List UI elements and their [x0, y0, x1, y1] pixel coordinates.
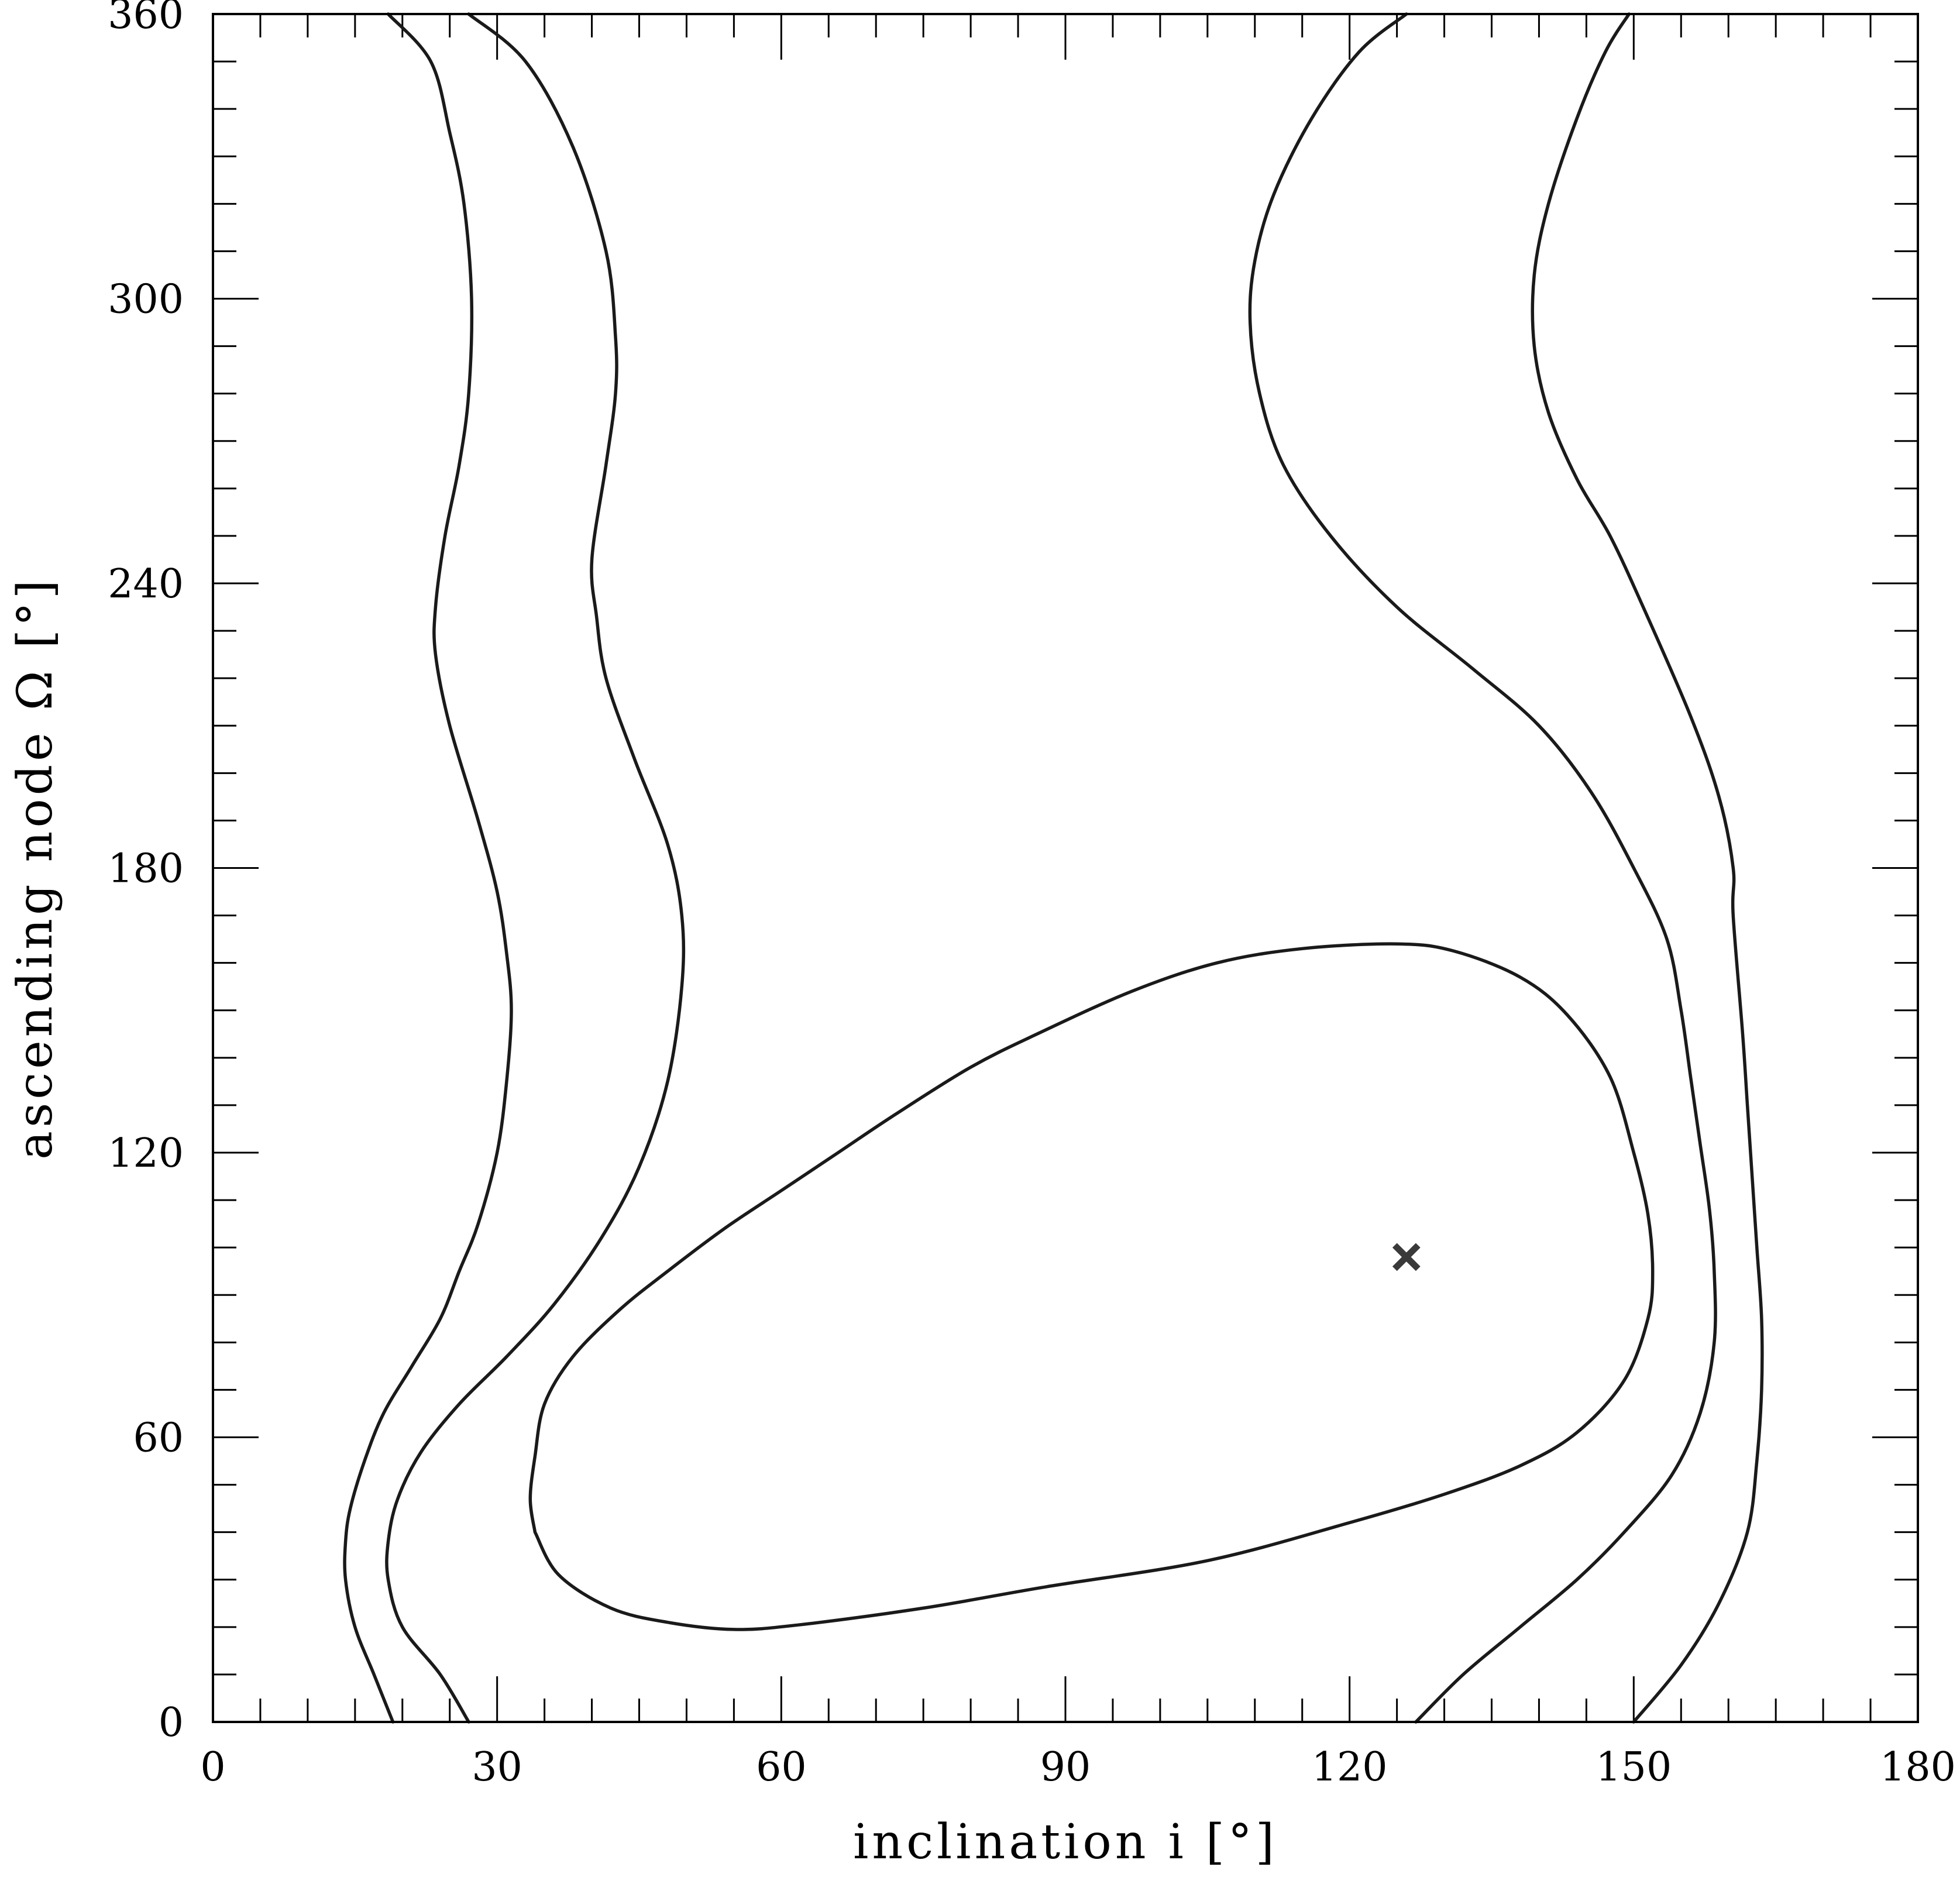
- y-tick-label: 360: [108, 0, 184, 38]
- y-tick-label: 0: [159, 1700, 184, 1746]
- axis-ticks: [212, 13, 1919, 1723]
- x-tick-label: 60: [756, 1744, 807, 1790]
- contour-line-4: [1531, 12, 1764, 1724]
- best-fit-marker: [1392, 1243, 1421, 1271]
- contour-line-2: [385, 12, 686, 1724]
- contour-line-5: [528, 942, 1655, 1631]
- y-tick-label: 240: [108, 561, 184, 607]
- y-tick-label: 60: [133, 1415, 184, 1462]
- x-tick-label: 0: [200, 1744, 225, 1790]
- y-axis-title: ascending node Ω [°]: [8, 576, 63, 1160]
- best-fit-marker-stroke: [1392, 1243, 1421, 1271]
- tick-labels: 0 30 60 90 120 150 180 0 60 120 180 240 300 360: [108, 0, 1956, 1790]
- y-tick-label: 180: [108, 846, 184, 892]
- x-axis-title: inclination i [°]: [853, 1814, 1278, 1870]
- plot-frame: [212, 13, 1919, 1723]
- y-tick-label: 120: [108, 1130, 184, 1177]
- x-tick-label: 180: [1880, 1744, 1956, 1790]
- x-tick-label: 120: [1312, 1744, 1388, 1790]
- x-tick-label: 150: [1595, 1744, 1672, 1790]
- contour-line-3: [1248, 12, 1717, 1724]
- x-tick-label: 30: [472, 1744, 522, 1790]
- contour-line-1: [343, 12, 513, 1724]
- contour-lines: [343, 12, 1764, 1724]
- y-tick-label: 300: [108, 277, 184, 323]
- x-tick-label: 90: [1040, 1744, 1091, 1790]
